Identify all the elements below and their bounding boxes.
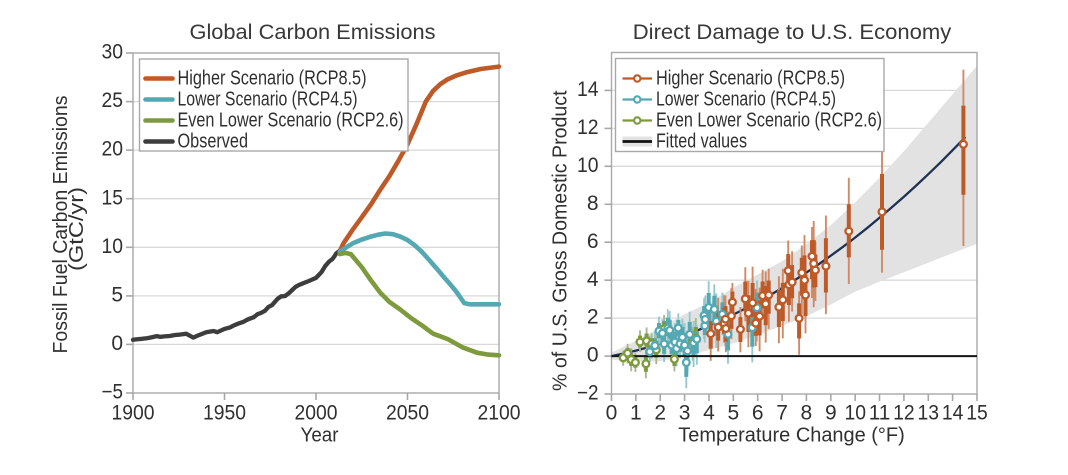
svg-text:4: 4 — [703, 402, 715, 425]
svg-text:Direct Damage to U.S. Economy: Direct Damage to U.S. Economy — [633, 19, 952, 44]
svg-text:10: 10 — [844, 402, 866, 425]
svg-text:2050: 2050 — [386, 402, 429, 425]
svg-text:2: 2 — [654, 402, 666, 425]
svg-text:−2: −2 — [577, 382, 599, 405]
svg-text:3: 3 — [679, 402, 691, 425]
svg-text:30: 30 — [102, 41, 124, 64]
svg-text:2: 2 — [587, 306, 599, 329]
svg-text:12: 12 — [577, 116, 599, 139]
svg-text:13: 13 — [918, 402, 940, 425]
svg-text:(GtC/yr): (GtC/yr) — [66, 187, 88, 271]
svg-text:6: 6 — [752, 402, 764, 425]
svg-text:Higher Scenario (RCP8.5): Higher Scenario (RCP8.5) — [656, 68, 845, 90]
svg-text:Temperature Change (°F): Temperature Change (°F) — [678, 424, 905, 447]
svg-text:0: 0 — [587, 344, 599, 367]
svg-text:25: 25 — [102, 89, 124, 112]
svg-text:0: 0 — [606, 402, 618, 425]
svg-text:1: 1 — [630, 402, 642, 425]
svg-text:1950: 1950 — [203, 402, 246, 425]
svg-text:15: 15 — [102, 186, 124, 209]
svg-text:Global Carbon Emissions: Global Carbon Emissions — [190, 19, 436, 44]
svg-text:5: 5 — [727, 402, 739, 425]
svg-text:20: 20 — [102, 138, 124, 161]
svg-text:Fitted values: Fitted values — [656, 131, 747, 153]
svg-text:Lower Scenario (RCP4.5): Lower Scenario (RCP4.5) — [656, 89, 836, 111]
svg-text:Fossil Fuel Carbon Emissions: Fossil Fuel Carbon Emissions — [50, 96, 72, 354]
svg-text:Even Lower Scenario (RCP2.6): Even Lower Scenario (RCP2.6) — [656, 110, 882, 132]
svg-text:2100: 2100 — [478, 402, 521, 425]
svg-text:9: 9 — [825, 402, 837, 425]
svg-text:5: 5 — [111, 284, 123, 307]
svg-text:15: 15 — [966, 402, 988, 425]
svg-text:Observed: Observed — [178, 131, 249, 153]
svg-text:11: 11 — [869, 402, 891, 425]
svg-text:1900: 1900 — [112, 402, 155, 425]
svg-text:14: 14 — [942, 402, 964, 425]
svg-text:Lower Scenario (RCP4.5): Lower Scenario (RCP4.5) — [178, 89, 358, 111]
svg-text:Even Lower Scenario (RCP2.6): Even Lower Scenario (RCP2.6) — [178, 110, 404, 132]
svg-text:−5: −5 — [102, 381, 124, 404]
svg-text:0: 0 — [111, 332, 123, 355]
svg-text:14: 14 — [577, 78, 599, 101]
svg-text:Year: Year — [301, 424, 339, 447]
svg-text:4: 4 — [587, 268, 599, 291]
svg-text:8: 8 — [587, 192, 599, 215]
svg-text:% of U.S. Gross Domestic Produ: % of U.S. Gross Domestic Product — [550, 90, 572, 391]
svg-text:12: 12 — [893, 402, 915, 425]
svg-text:Higher Scenario (RCP8.5): Higher Scenario (RCP8.5) — [178, 68, 367, 90]
svg-text:6: 6 — [587, 230, 599, 253]
svg-text:7: 7 — [776, 402, 788, 425]
svg-text:10: 10 — [577, 154, 599, 177]
svg-text:2000: 2000 — [295, 402, 338, 425]
svg-text:10: 10 — [102, 235, 124, 258]
svg-text:8: 8 — [801, 402, 813, 425]
